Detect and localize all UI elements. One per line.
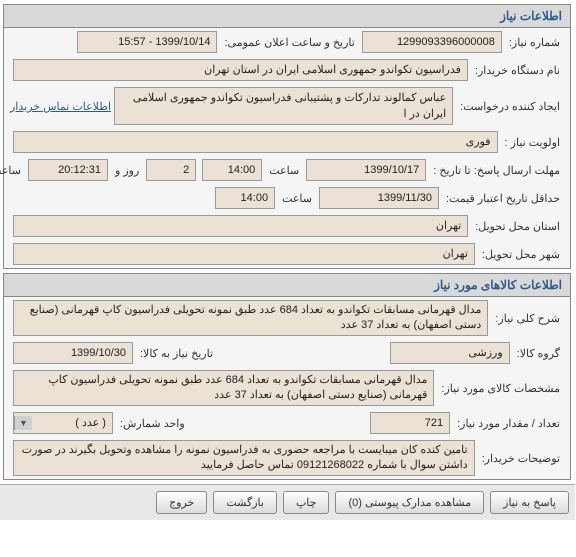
min-credit-label: حداقل تاریخ اعتبار قیمت: (443, 192, 565, 205)
time-label-1: ساعت (266, 164, 304, 177)
row-need-number: شماره نیاز: 1299093396000008 تاریخ و ساع… (5, 28, 571, 56)
min-credit-time-field: 14:00 (216, 187, 276, 209)
group-field: ورزشی (391, 342, 511, 364)
desc-label: شرح کلی نیاز: (492, 312, 565, 325)
chevron-down-icon: ▼ (15, 416, 33, 430)
spec-field: مدال قهرمانی مسابقات تکواندو به تعداد 68… (14, 370, 435, 406)
row-desc: شرح کلی نیاز: مدال قهرمانی مسابقات تکوان… (5, 297, 571, 339)
desc-field: مدال قهرمانی مسابقات تکواندو به تعداد 68… (14, 300, 489, 336)
need-number-field: 1299093396000008 (363, 31, 503, 53)
announce-field: 1399/10/14 - 15:57 (78, 31, 218, 53)
row-group: گروه کالا: ورزشی تاریخ نیاز به کالا: 139… (5, 339, 571, 367)
goods-info-section: اطلاعات کالاهای مورد نیاز شرح کلی نیاز: … (4, 273, 572, 480)
qty-field: 721 (371, 412, 451, 434)
unit-label: واحد شمارش: (117, 417, 190, 430)
unit-select[interactable]: ( عدد ) ▼ (14, 412, 114, 434)
delivery-city-field: تهران (14, 243, 476, 265)
group-label: گروه کالا: (514, 347, 565, 360)
remaining-label: ساعت باقی مانده (0, 164, 26, 177)
need-date-field: 1399/10/30 (14, 342, 134, 364)
attachments-button[interactable]: مشاهده مدارک پیوستی (0) (336, 491, 485, 514)
qty-label: تعداد / مقدار مورد نیاز: (454, 417, 565, 430)
deadline-date-field: 1399/10/17 (307, 159, 427, 181)
delivery-province-label: استان محل تحویل: (472, 220, 565, 233)
need-date-label: تاریخ نیاز به کالا: (137, 347, 218, 360)
back-button[interactable]: بازگشت (214, 491, 278, 514)
exit-button[interactable]: خروج (157, 491, 208, 514)
need-info-section: اطلاعات نیاز شماره نیاز: 129909339600000… (4, 4, 572, 269)
row-delivery-city: شهر محل تحویل: تهران (5, 240, 571, 268)
section2-title: اطلاعات کالاهای مورد نیاز (5, 274, 571, 297)
unit-value: ( عدد ) (33, 413, 113, 433)
requester-label: ایجاد کننده درخواست: (457, 100, 565, 113)
row-spec: مشخصات کالای مورد نیاز: مدال قهرمانی مسا… (5, 367, 571, 409)
notes-field: تامین کنده کان میبایست با مراجعه حضوری ب… (14, 440, 476, 476)
deadline-label: مهلت ارسال پاسخ: تا تاریخ : (430, 164, 565, 177)
row-notes: توضیحات خریدار: تامین کنده کان میبایست ب… (5, 437, 571, 479)
buyer-label: نام دستگاه خریدار: (472, 64, 565, 77)
days-label: روز و (112, 164, 144, 177)
row-buyer: نام دستگاه خریدار: فدراسیون تکواندو جمهو… (5, 56, 571, 84)
section1-title: اطلاعات نیاز (5, 5, 571, 28)
print-button[interactable]: چاپ (284, 491, 331, 514)
button-bar: پاسخ به نیاز مشاهده مدارک پیوستی (0) چاپ… (0, 484, 576, 520)
min-credit-date-field: 1399/11/30 (320, 187, 440, 209)
buyer-field: فدراسیون تکواندو جمهوری اسلامی ایران در … (14, 59, 469, 81)
need-number-label: شماره نیاز: (506, 36, 565, 49)
contact-link[interactable]: اطلاعات تماس خریدار (11, 100, 112, 113)
delivery-city-label: شهر محل تحویل: (479, 248, 565, 261)
days-remaining-field: 2 (147, 159, 197, 181)
reply-button[interactable]: پاسخ به نیاز (491, 491, 570, 514)
time-remaining-field: 20:12:31 (29, 159, 109, 181)
time-label-2: ساعت (279, 192, 317, 205)
spec-label: مشخصات کالای مورد نیاز: (438, 382, 565, 395)
requester-field: عباس کمالوند تدارکات و پشتیبانی فدراسیون… (115, 87, 454, 125)
row-delivery-province: استان محل تحویل: تهران (5, 212, 571, 240)
row-qty: تعداد / مقدار مورد نیاز: 721 واحد شمارش:… (5, 409, 571, 437)
row-deadline: مهلت ارسال پاسخ: تا تاریخ : 1399/10/17 س… (5, 156, 571, 184)
priority-field: فوری (14, 131, 499, 153)
deadline-time-field: 14:00 (203, 159, 263, 181)
row-min-credit: حداقل تاریخ اعتبار قیمت: 1399/11/30 ساعت… (5, 184, 571, 212)
delivery-province-field: تهران (14, 215, 469, 237)
announce-label: تاریخ و ساعت اعلان عمومی: (221, 36, 359, 49)
row-priority: اولویت نیاز : فوری (5, 128, 571, 156)
row-requester: ایجاد کننده درخواست: عباس کمالوند تدارکا… (5, 84, 571, 128)
notes-label: توضیحات خریدار: (479, 452, 565, 465)
priority-label: اولویت نیاز : (502, 136, 565, 149)
